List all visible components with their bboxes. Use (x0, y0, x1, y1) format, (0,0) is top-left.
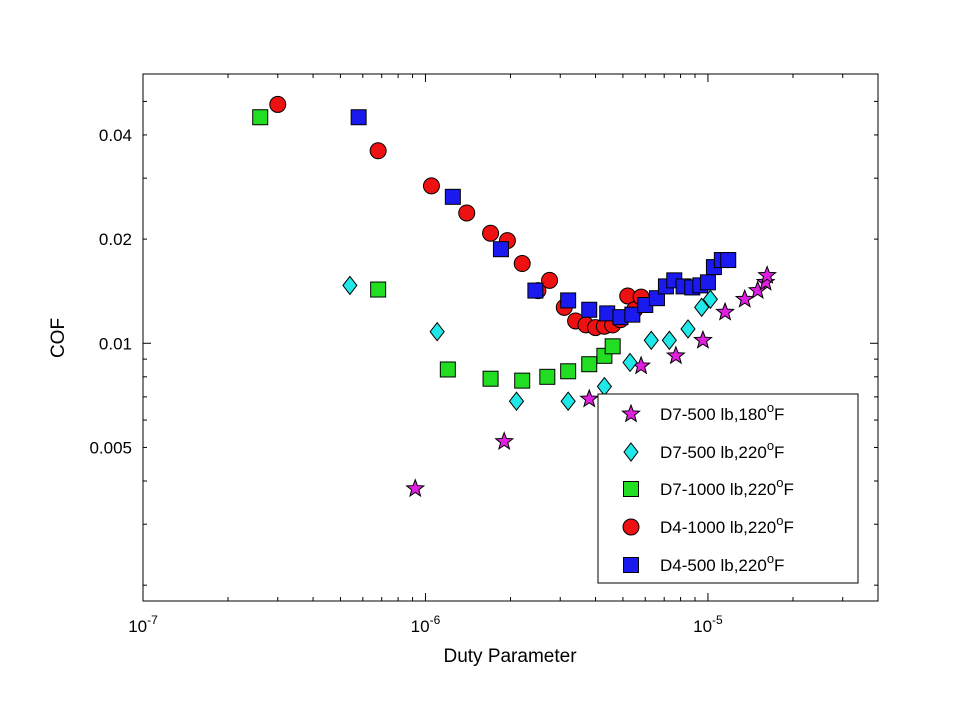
data-point (342, 275, 358, 296)
data-point (458, 204, 476, 222)
data-point (508, 391, 525, 412)
data-point (513, 255, 531, 273)
data-point (720, 252, 737, 269)
legend-entry: D4-1000 lb,220oF (660, 513, 794, 537)
x-axis-label: Duty Parameter (443, 646, 577, 667)
axis-tick-labels: 10-7 10-6 10-5 0.005 0.01 0.02 0.04 (89, 126, 723, 636)
y-tick-label: 0.01 (99, 334, 132, 353)
data-point (643, 330, 659, 351)
y-axis-label: COF (48, 318, 69, 358)
x-tick-label: 10-7 (128, 613, 158, 636)
data-point (757, 265, 778, 284)
data-point (369, 142, 387, 160)
data-point (622, 352, 638, 373)
legend-marker (621, 403, 641, 423)
data-points (252, 95, 778, 498)
data-point (492, 241, 509, 258)
data-point (604, 338, 621, 355)
data-point (514, 372, 531, 389)
data-point (541, 271, 559, 289)
series-2 (252, 109, 621, 389)
data-point (269, 95, 287, 113)
data-point (715, 301, 735, 321)
x-tick-label: 10-5 (693, 613, 723, 636)
data-point (560, 292, 577, 309)
legend-entry: D7-500 lb,180oF (660, 400, 784, 424)
data-point (648, 290, 665, 307)
y-tick-label: 0.04 (99, 126, 132, 145)
data-point (560, 391, 576, 412)
legend-box (597, 393, 859, 584)
legend-marker (622, 518, 640, 536)
data-point (702, 289, 718, 310)
data-point (734, 288, 755, 308)
data-point (624, 306, 641, 323)
data-point (527, 282, 544, 299)
x-tick-label: 10-6 (411, 613, 441, 636)
legend-entry: D7-500 lb,220oF (660, 438, 784, 462)
data-point (694, 297, 710, 318)
data-point (693, 329, 713, 349)
axis-ticks (142, 73, 879, 601)
data-point (581, 301, 598, 318)
data-point (661, 330, 677, 351)
data-point (252, 109, 269, 126)
data-point (350, 109, 367, 126)
data-point (429, 321, 445, 342)
legend-marker (623, 557, 639, 573)
data-point (680, 319, 696, 339)
data-point (579, 388, 600, 408)
data-point (560, 363, 577, 380)
legend-marker (623, 481, 639, 497)
data-point (482, 370, 499, 387)
series-4 (350, 109, 737, 326)
legend-marker (623, 442, 639, 462)
data-point (755, 271, 776, 291)
y-tick-label: 0.005 (89, 438, 132, 457)
data-point (482, 224, 500, 242)
data-point (665, 345, 686, 365)
data-point (699, 274, 716, 291)
legend: D7-500 lb,180oF D7-500 lb,220oF D7-1000 lb… (597, 393, 859, 584)
data-point (444, 188, 461, 205)
data-point (494, 431, 515, 450)
data-point (539, 368, 556, 385)
legend-entry: D7-1000 lb,220oF (660, 475, 794, 499)
data-point (422, 177, 440, 195)
data-point (581, 356, 598, 373)
data-point (370, 281, 387, 298)
series-0 (405, 265, 778, 498)
legend-entry: D4-500 lb,220oF (660, 551, 784, 575)
data-point (405, 478, 426, 498)
data-point (439, 361, 456, 378)
series-1 (342, 275, 718, 412)
y-tick-label: 0.02 (99, 230, 132, 249)
